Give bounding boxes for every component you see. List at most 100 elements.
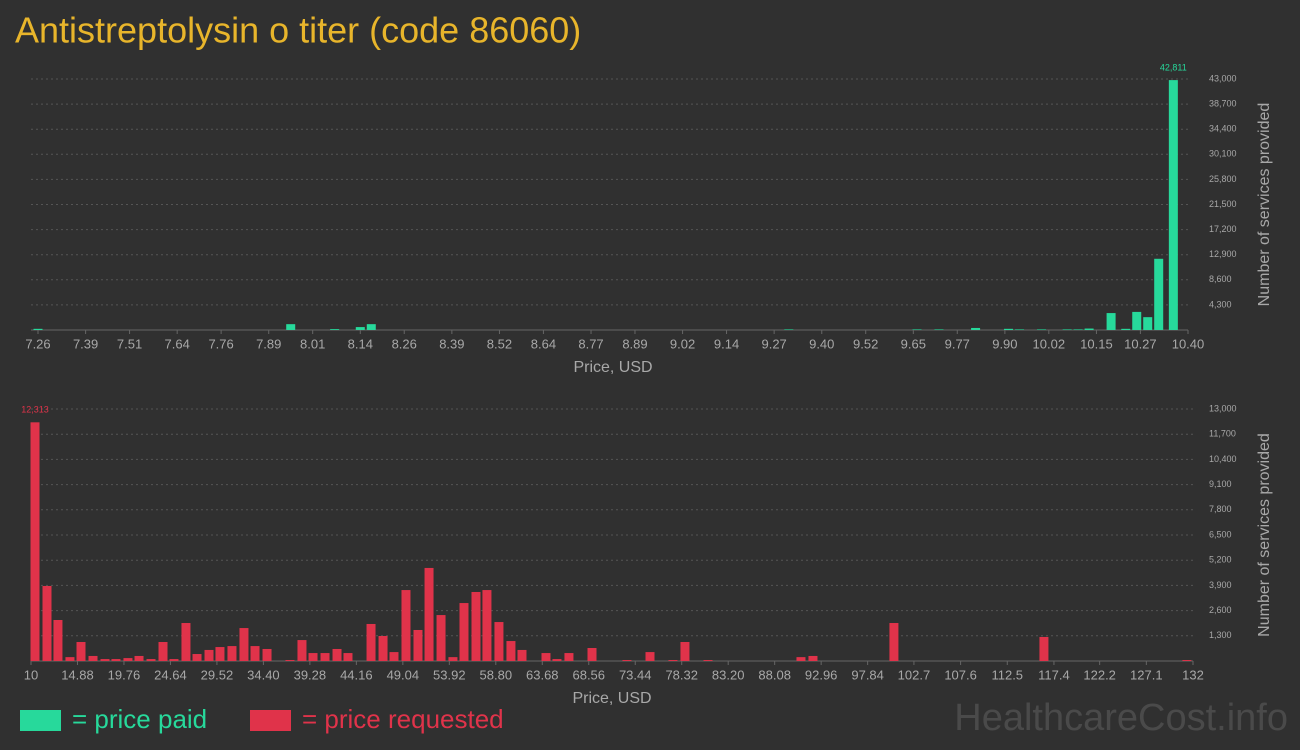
bar: [1121, 328, 1131, 330]
bar: [1106, 313, 1116, 330]
bar: [285, 660, 295, 661]
bar: [459, 603, 469, 661]
x-tick-label: 10.40: [1172, 336, 1205, 351]
x-tick-label: 8.26: [392, 336, 417, 351]
bar: [506, 641, 516, 661]
x-tick-label: 34.40: [247, 667, 280, 682]
bar: [482, 590, 492, 661]
x-tick-label: 7.76: [208, 336, 233, 351]
bar: [65, 657, 75, 661]
bar: [680, 642, 690, 661]
x-tick-label: 10.15: [1080, 336, 1113, 351]
y-tick-label: 21,500: [1209, 199, 1237, 209]
bar: [517, 649, 527, 661]
bar: [645, 652, 655, 661]
bar: [784, 329, 794, 330]
x-tick-label: 73.44: [619, 667, 652, 682]
bar: [227, 646, 237, 661]
bar: [401, 590, 411, 661]
x-tick-label: 9.14: [714, 336, 739, 351]
x-tick-label: 68.56: [572, 667, 605, 682]
bar: [42, 585, 52, 661]
x-tick-label: 49.04: [387, 667, 420, 682]
bar: [100, 659, 110, 661]
bar: [971, 327, 981, 330]
bar: [308, 653, 318, 661]
legend-label: = price paid: [72, 704, 207, 734]
bar: [286, 324, 296, 330]
x-tick-label: 8.39: [439, 336, 464, 351]
x-tick-label: 8.01: [300, 336, 325, 351]
bar: [262, 648, 272, 661]
bar: [1037, 329, 1047, 330]
y-tick-label: 3,900: [1209, 580, 1232, 590]
bar: [424, 567, 434, 661]
legend-swatch: [20, 710, 61, 731]
bar: [1039, 636, 1049, 661]
x-tick-label: 7.64: [165, 336, 190, 351]
x-tick-label: 122.2: [1083, 667, 1116, 682]
bar: [1062, 329, 1072, 330]
x-tick-label: 10: [24, 667, 38, 682]
y-axis-label: Number of services provided: [1256, 433, 1273, 637]
y-tick-label: 5,200: [1209, 555, 1232, 565]
y-tick-label: 11,700: [1209, 429, 1236, 439]
x-tick-label: 92.96: [805, 667, 838, 682]
y-tick-label: 4,300: [1209, 299, 1232, 309]
bar: [494, 622, 504, 661]
bar: [33, 328, 43, 330]
x-tick-label: 102.7: [898, 667, 931, 682]
bar: [239, 628, 249, 661]
x-tick-label: 78.32: [665, 667, 698, 682]
x-tick-label: 9.52: [853, 336, 878, 351]
bar: [796, 657, 806, 661]
x-axis-label: Price, USD: [573, 359, 652, 376]
bar: [1143, 317, 1153, 330]
bar: [1015, 329, 1025, 330]
bar: [413, 629, 423, 661]
x-tick-label: 9.40: [809, 336, 834, 351]
x-tick-label: 127.1: [1130, 667, 1163, 682]
x-tick-label: 9.90: [992, 336, 1017, 351]
x-tick-label: 132: [1182, 667, 1204, 682]
page-title: Antistreptolysin o titer (code 86060): [15, 10, 581, 51]
x-tick-label: 8.64: [531, 336, 556, 351]
bar: [30, 422, 40, 661]
y-tick-label: 13,000: [1209, 403, 1237, 413]
x-tick-label: 117.4: [1038, 667, 1070, 682]
y-tick-label: 17,200: [1209, 224, 1237, 234]
bar: [204, 649, 214, 661]
bar: [1073, 329, 1083, 330]
y-tick-label: 10,400: [1209, 454, 1237, 464]
x-tick-label: 44.16: [340, 667, 373, 682]
bar: [622, 660, 632, 661]
x-tick-label: 29.52: [201, 667, 234, 682]
bar: [88, 655, 98, 661]
bar: [158, 642, 168, 661]
bar: [889, 623, 899, 661]
x-tick-label: 39.28: [294, 667, 327, 682]
bar: [808, 655, 818, 661]
bar: [912, 329, 922, 330]
bar: [181, 623, 191, 661]
bar: [146, 659, 156, 661]
y-tick-label: 43,000: [1209, 73, 1237, 83]
bar: [436, 615, 446, 661]
bar: [564, 653, 574, 661]
bar: [134, 655, 144, 661]
x-tick-label: 107.6: [944, 667, 977, 682]
bar: [111, 659, 121, 661]
bar: [471, 591, 481, 661]
value-label: 12,313: [21, 405, 49, 415]
bar: [1182, 660, 1192, 661]
x-tick-label: 8.77: [578, 336, 603, 351]
bar: [541, 653, 551, 661]
bar: [389, 652, 399, 661]
y-axis-label: Number of services provided: [1256, 103, 1273, 307]
x-tick-label: 10.27: [1124, 336, 1157, 351]
y-tick-label: 34,400: [1209, 124, 1237, 134]
x-tick-label: 63.68: [526, 667, 559, 682]
x-tick-label: 8.52: [487, 336, 512, 351]
